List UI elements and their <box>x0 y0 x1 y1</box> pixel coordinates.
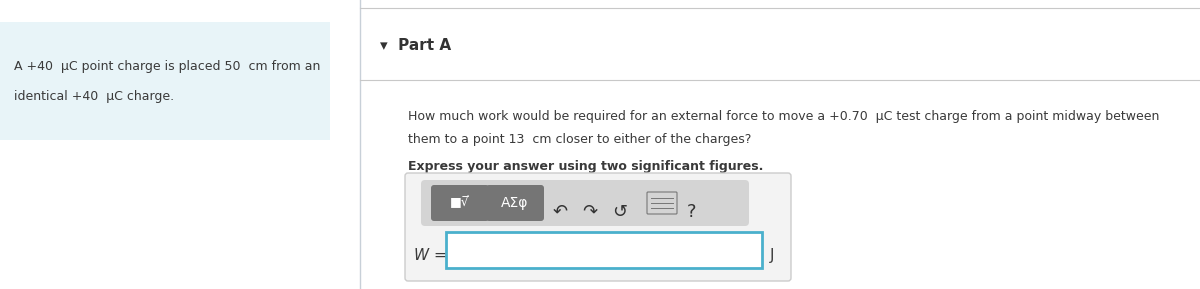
Text: identical +40  μC charge.: identical +40 μC charge. <box>14 90 174 103</box>
Text: How much work would be required for an external force to move a +0.70  μC test c: How much work would be required for an e… <box>408 110 1159 123</box>
Text: Express your answer using two significant figures.: Express your answer using two significan… <box>408 160 763 173</box>
FancyBboxPatch shape <box>406 173 791 281</box>
Text: AΣφ: AΣφ <box>502 196 529 210</box>
Text: ↺: ↺ <box>612 203 628 221</box>
Text: ■√̅: ■√̅ <box>450 197 470 210</box>
Text: ↷: ↷ <box>582 203 598 221</box>
Text: ▾  Part A: ▾ Part A <box>380 38 451 53</box>
FancyBboxPatch shape <box>647 192 677 214</box>
Text: A +40  μC point charge is placed 50  cm from an: A +40 μC point charge is placed 50 cm fr… <box>14 60 320 73</box>
Bar <box>446 232 762 268</box>
FancyBboxPatch shape <box>421 180 749 226</box>
FancyBboxPatch shape <box>486 185 544 221</box>
Text: ↶: ↶ <box>552 203 568 221</box>
Text: ?: ? <box>688 203 697 221</box>
FancyBboxPatch shape <box>431 185 490 221</box>
Bar <box>0 22 330 140</box>
Text: them to a point 13  cm closer to either of the charges?: them to a point 13 cm closer to either o… <box>408 133 751 146</box>
Text: J: J <box>770 248 774 263</box>
Text: W =: W = <box>414 248 446 263</box>
